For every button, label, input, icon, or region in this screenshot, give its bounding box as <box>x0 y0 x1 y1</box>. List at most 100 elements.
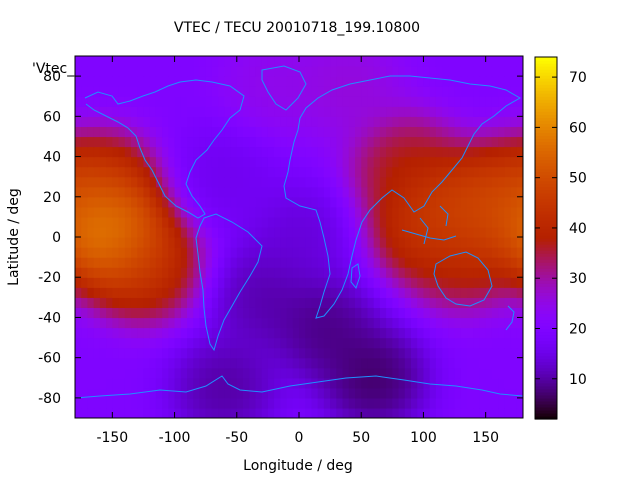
colorbar-swatch <box>535 81 557 85</box>
colorbar-swatch <box>535 156 557 161</box>
heatmap-cell <box>106 126 113 138</box>
heatmap-cell <box>373 186 381 198</box>
heatmap-cell <box>155 407 163 418</box>
heatmap-cell <box>162 106 169 117</box>
heatmap-cell <box>429 166 437 178</box>
heatmap-cell <box>286 176 294 188</box>
heatmap-cell <box>398 86 406 97</box>
heatmap-cell <box>417 196 425 208</box>
heatmap-cell <box>510 146 518 158</box>
heatmap-cell <box>398 76 406 87</box>
heatmap-cell <box>99 226 107 238</box>
heatmap-cell <box>199 387 207 399</box>
heatmap-cell <box>367 76 375 87</box>
heatmap-cell <box>124 106 132 117</box>
heatmap-cell <box>442 166 449 178</box>
heatmap-cell <box>261 287 269 298</box>
heatmap-cell <box>112 136 120 148</box>
heatmap-cell <box>355 186 362 198</box>
colorbar-swatch <box>535 219 557 224</box>
y-axis-label: Latitude / deg <box>6 188 22 286</box>
heatmap-cell <box>491 237 499 248</box>
heatmap-cell <box>149 86 157 97</box>
heatmap-cell <box>491 106 499 117</box>
heatmap-cell <box>118 387 126 399</box>
colorbar-tick-label: 40 <box>569 221 587 237</box>
heatmap-cell <box>379 136 387 148</box>
heatmap-cell <box>292 186 300 198</box>
heatmap-cell <box>124 337 132 349</box>
heatmap-cell <box>261 106 269 117</box>
heatmap-cell <box>124 56 132 67</box>
heatmap-cell <box>491 146 499 158</box>
heatmap-cell <box>286 307 294 319</box>
heatmap-cell <box>174 166 182 178</box>
heatmap-cell <box>211 216 219 228</box>
heatmap-cell <box>149 397 157 409</box>
heatmap-cell <box>311 206 319 218</box>
heatmap-cell <box>479 66 487 77</box>
heatmap-cell <box>243 96 250 107</box>
heatmap-cell <box>168 136 176 148</box>
heatmap-cell <box>355 237 362 248</box>
heatmap-cell <box>81 136 89 148</box>
heatmap-cell <box>336 136 344 148</box>
heatmap-cell <box>404 297 412 308</box>
heatmap-cell <box>485 307 493 319</box>
heatmap-cell <box>361 307 369 319</box>
heatmap-cell <box>99 126 107 138</box>
heatmap-cell <box>429 76 437 87</box>
heatmap-cell <box>224 66 232 77</box>
colorbar-swatch <box>535 307 557 311</box>
heatmap-cell <box>485 76 493 87</box>
heatmap-cell <box>516 196 523 208</box>
heatmap-cell <box>305 146 313 158</box>
heatmap-cell <box>280 257 288 268</box>
heatmap-cell <box>398 337 406 349</box>
heatmap-cell <box>398 397 406 409</box>
heatmap-cell <box>162 287 169 298</box>
heatmap-cell <box>361 357 369 369</box>
heatmap-cell <box>267 136 275 148</box>
heatmap-cell <box>93 116 101 127</box>
heatmap-cell <box>342 76 350 87</box>
colorbar-swatch <box>535 132 557 137</box>
heatmap-cell <box>261 156 269 168</box>
heatmap-cell <box>460 397 468 409</box>
heatmap-cell <box>81 267 89 278</box>
heatmap-cell <box>336 377 344 389</box>
heatmap-cell <box>112 86 120 97</box>
heatmap-cell <box>168 297 176 308</box>
heatmap-cell <box>199 116 207 127</box>
heatmap-cell <box>205 257 213 268</box>
colorbar-swatch <box>535 90 557 94</box>
heatmap-cell <box>286 166 294 178</box>
heatmap-cell <box>367 247 375 258</box>
heatmap-cell <box>454 156 462 168</box>
heatmap-cell <box>411 257 418 268</box>
heatmap-cell <box>187 146 194 158</box>
heatmap-cell <box>168 387 176 399</box>
heatmap-cell <box>205 267 213 278</box>
heatmap-cell <box>491 56 499 67</box>
colorbar-swatch <box>535 265 557 269</box>
heatmap-cell <box>435 166 443 178</box>
heatmap-cell <box>305 96 313 107</box>
heatmap-cell <box>435 136 443 148</box>
heatmap-cell <box>379 186 387 198</box>
heatmap-cell <box>199 237 207 248</box>
heatmap-cell <box>448 156 456 168</box>
heatmap-cell <box>342 156 350 168</box>
heatmap-cell <box>118 367 126 379</box>
heatmap-cell <box>249 257 257 268</box>
heatmap-cell <box>292 116 300 127</box>
heatmap-cell <box>137 257 145 268</box>
heatmap-cell <box>504 287 512 298</box>
heatmap-cell <box>323 136 331 148</box>
heatmap-cell <box>168 76 176 87</box>
heatmap-cell <box>93 206 101 218</box>
heatmap-cell <box>180 317 188 329</box>
heatmap-cell <box>404 76 412 87</box>
heatmap-cell <box>292 86 300 97</box>
